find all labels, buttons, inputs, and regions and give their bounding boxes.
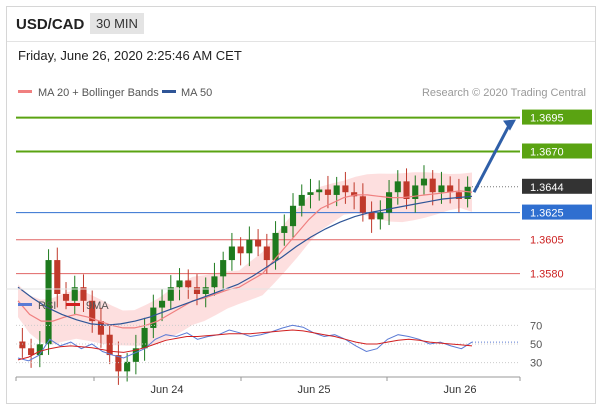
bollinger-band — [18, 172, 472, 346]
price-panel: 1.3695 1.3670 1.3644 1.3625 1.3605 1.3580 — [16, 109, 592, 385]
candle-body — [272, 232, 279, 261]
candle-body — [150, 307, 157, 328]
ma50-legend-label: MA 50 — [181, 87, 212, 99]
rsi-legend-swatch — [18, 303, 32, 306]
ma20-line — [17, 190, 473, 329]
rsi-tick-label: 70 — [530, 320, 542, 332]
candle-body — [447, 185, 454, 193]
forecast-arrow — [472, 122, 512, 193]
level-label: 1.3580 — [530, 269, 564, 281]
candle-body — [333, 185, 340, 195]
candle-body — [420, 178, 428, 186]
candle-body — [159, 300, 166, 308]
symbol-title: USD/CAD — [16, 16, 85, 33]
candle-body — [167, 287, 174, 301]
candle-body — [438, 185, 445, 193]
candle-body — [211, 276, 218, 288]
candle-body — [185, 280, 192, 288]
rsi-tick-label: 50 — [530, 339, 542, 351]
ma50-line — [17, 195, 473, 326]
level-label: 1.3695 — [530, 113, 564, 125]
rsi-panel: 70 50 30 — [16, 320, 542, 370]
candle-body — [45, 260, 52, 345]
candle-body — [342, 185, 349, 193]
level-label: 1.3644 — [530, 182, 564, 194]
level-label: 1.3625 — [530, 208, 564, 220]
rsi-line — [17, 324, 473, 362]
candle-body — [141, 327, 148, 349]
ma9-legend-label: 9MA — [86, 300, 109, 312]
timeframe-badge[interactable]: 30 MIN — [90, 13, 144, 34]
candle-body — [237, 246, 244, 254]
x-tick-label: Jun 24 — [150, 384, 183, 396]
candle-body — [263, 246, 270, 261]
forecast-arrow-head — [503, 119, 516, 131]
candle-body — [246, 239, 253, 254]
candle-body — [106, 334, 113, 356]
rsi-legend-label: RSI — [38, 300, 56, 312]
candle-body — [298, 194, 305, 206]
candle-body — [19, 341, 26, 349]
x-axis: Jun 24 Jun 25 Jun 26 — [15, 377, 521, 396]
header-bar: USD/CAD 30 MIN — [7, 7, 595, 42]
candle-body — [307, 192, 314, 195]
level-label: 1.3670 — [530, 147, 564, 159]
candle-body — [255, 239, 262, 247]
candle-body — [351, 192, 358, 197]
ma9-legend-swatch — [66, 303, 80, 306]
candle-body — [132, 348, 139, 362]
x-tick-label: Jun 25 — [297, 384, 330, 396]
datetime-label: Friday, June 26, 2020 2:25:46 AM CET — [18, 48, 242, 63]
candle-body — [429, 178, 436, 193]
candle-body — [54, 260, 61, 294]
candle-body — [281, 226, 288, 233]
candle-body — [193, 287, 201, 294]
candle-body — [228, 246, 235, 261]
candle-body — [89, 300, 96, 322]
candle-body — [394, 181, 401, 193]
level-tag-resistance — [522, 109, 592, 125]
candle-body — [62, 294, 70, 301]
candle-body — [220, 260, 227, 277]
candle-body — [412, 185, 419, 199]
candle-body — [368, 212, 375, 220]
candle-body — [464, 186, 471, 199]
candle-body — [176, 280, 183, 288]
level-tag-current — [522, 178, 592, 194]
candle-body — [403, 181, 410, 199]
ma20-legend-label: MA 20 + Bollinger Bands — [38, 87, 159, 99]
rsi-tick-label: 30 — [530, 358, 542, 370]
candle-body — [124, 361, 131, 372]
candle-body — [455, 192, 462, 199]
level-tag-resistance — [522, 143, 592, 159]
candle-body — [202, 287, 209, 294]
credit-text: Research © 2020 Trading Central — [422, 87, 586, 99]
candle-body — [97, 321, 104, 335]
candle-body — [316, 189, 323, 193]
ma20-legend-swatch — [18, 90, 32, 93]
candle-body — [80, 287, 87, 301]
level-label: 1.3605 — [530, 235, 564, 247]
candle-body — [71, 287, 78, 301]
ma50-legend-swatch — [162, 90, 176, 93]
level-tag-pivot — [522, 204, 592, 220]
candle-body — [115, 355, 122, 372]
candle-body — [289, 205, 297, 227]
candle-body — [324, 189, 331, 195]
candle-body — [377, 212, 384, 220]
candle-body — [386, 192, 393, 213]
candle-body — [359, 196, 366, 213]
x-tick-label: Jun 26 — [443, 384, 476, 396]
candle-body — [28, 348, 35, 356]
rsi-ma9-line — [17, 329, 473, 361]
candle-body — [36, 344, 43, 356]
